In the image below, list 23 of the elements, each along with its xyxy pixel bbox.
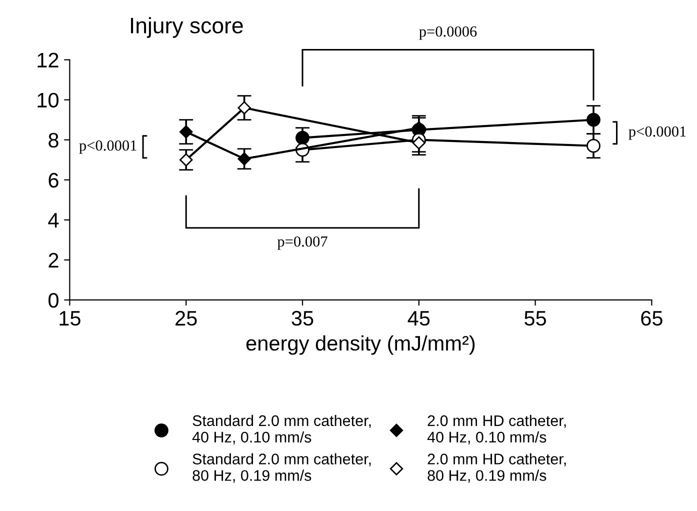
annotation: p=0.007 — [277, 236, 328, 250]
y-tick-label: 8 — [48, 132, 58, 148]
chart-title: Injury score — [130, 17, 243, 38]
y-tick-label: 12 — [38, 52, 58, 68]
legend-label: 2.0 mm HD catheter, 40 Hz, 0.10 mm/s — [427, 414, 566, 444]
y-tick-label: 4 — [48, 213, 59, 228]
x-tick-label: 15 — [60, 311, 80, 326]
x-tick-label: 55 — [524, 311, 546, 326]
x-axis-title: energy density (mJ/mm²) — [246, 335, 475, 355]
x-tick-label: 45 — [408, 311, 430, 326]
legend-label: Standard 2.0 mm catheter, 40 Hz, 0.10 mm/s — [192, 414, 371, 444]
x-tick-label: 35 — [292, 310, 314, 326]
y-tick-label: 10 — [38, 92, 58, 108]
y-tick-label: 2 — [48, 252, 58, 268]
x-tick-label: 25 — [176, 310, 197, 326]
legend-label: 2.0 mm HD catheter, 80 Hz, 0.19 mm/s — [428, 453, 566, 483]
x-tick-label: 65 — [641, 310, 662, 326]
annotation: p<0.0001 — [79, 140, 136, 154]
text: p=0.0006 — [419, 26, 477, 40]
y-tick-label: 6 — [48, 172, 58, 188]
legend-label: Standard 2.0 mm catheter, 80 Hz, 0.19 mm/s — [192, 453, 371, 483]
annotation: p<0.0001 — [628, 126, 686, 140]
y-tick-label: 0 — [48, 292, 58, 308]
